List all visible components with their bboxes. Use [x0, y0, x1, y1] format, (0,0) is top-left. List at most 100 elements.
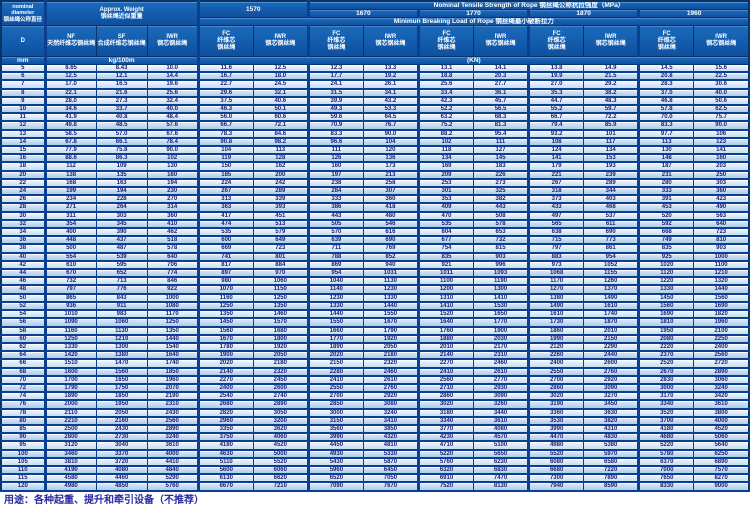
breaking-load-cell: 111	[473, 137, 530, 148]
breaking-load-cell: 253	[416, 178, 475, 189]
breaking-load-cell: 62.5	[693, 105, 750, 115]
diameter-cell: 74	[0, 392, 46, 402]
table-row: 90 2800 2730 3240 3750 4060 3990 4320 4230 4570 44…	[0, 433, 750, 443]
breaking-load-cell: 443	[473, 203, 530, 213]
breaking-load-cell: 4680	[637, 433, 695, 443]
table-header: nominal diameter 钢丝绳公称直径 Approx. Weight …	[0, 0, 750, 65]
breaking-load-cell: 6680	[527, 465, 585, 476]
breaking-load-cell: 2920	[362, 392, 419, 402]
core-header-line: IWR	[604, 34, 617, 40]
breaking-load-cell: 4320	[362, 433, 419, 443]
breaking-load-cell: 75.2	[416, 121, 475, 131]
breaking-load-cell: 1550	[362, 310, 419, 320]
breaking-load-cell: 83.3	[637, 121, 695, 131]
diameter-cell: 28	[0, 203, 46, 213]
table-row: 78 2110 2050 2430 2820 3050 3000 3240 3180 3440 33…	[0, 408, 750, 418]
breaking-load-cell: 123	[693, 137, 750, 148]
breaking-load-cell: 1560	[637, 301, 695, 312]
weight-title-en: Approx. Weight	[99, 6, 144, 13]
breaking-load-cell: 5650	[473, 449, 530, 459]
core-header-line: 钢丝绳	[437, 44, 456, 51]
breaking-load-cell: 1380	[527, 293, 585, 303]
breaking-load-cell: 344	[583, 187, 640, 197]
breaking-load-cell: 2820	[196, 408, 254, 418]
diameter-cell: 54	[0, 310, 46, 320]
breaking-load-cell: 40.0	[693, 88, 750, 98]
weight-cell: 400	[43, 228, 97, 238]
breaking-load-cell: 5220	[416, 449, 475, 459]
breaking-load-cell: 2320	[362, 359, 419, 369]
core-header-line: 纤维芯	[657, 37, 676, 44]
weight-cell: 3040	[95, 441, 148, 451]
weight-cell: 554	[43, 252, 97, 262]
breaking-load-cell: 861	[583, 244, 640, 254]
breaking-load-cell: 433	[527, 203, 585, 213]
breaking-load-cell: 7520	[416, 482, 475, 492]
breaking-load-cell: 284	[306, 187, 364, 197]
breaking-load-cell: 258	[362, 178, 419, 189]
table-row: 14 67.8 66.1 78.4 90.8 98.2 96.6 104 102 111 108 11…	[0, 137, 750, 148]
breaking-load-cell: 72.1	[252, 121, 309, 131]
diameter-cell: 60	[0, 334, 46, 344]
breaking-load-cell: 1060	[252, 277, 309, 287]
weight-cell: 16.5	[95, 80, 148, 90]
breaking-load-cell: 393	[252, 203, 309, 213]
table-row: 5 8.65 8.43 10.0 11.6 12.5 12.3 13.3 13.1 14.1 13.…	[0, 64, 750, 74]
breaking-load-cell: 669	[196, 244, 254, 254]
breaking-load-cell: 852	[362, 252, 419, 262]
breaking-load-cell: 2400	[196, 383, 254, 394]
breaking-load-cell: 2700	[527, 375, 585, 385]
weight-cell: 1300	[95, 342, 148, 353]
weight-cell: 3240	[146, 433, 199, 443]
breaking-load-cell: 2080	[637, 334, 695, 344]
breaking-load-cell: 5600	[196, 465, 254, 476]
breaking-load-cell: 153	[583, 154, 640, 164]
breaking-load-cell: 373	[527, 195, 585, 205]
load-unit-header: (KN)	[196, 56, 750, 65]
breaking-load-cell: 801	[252, 252, 309, 262]
breaking-load-cell: 1440	[693, 285, 750, 295]
breaking-load-cell: 1950	[637, 326, 695, 336]
breaking-load-cell: 810	[693, 236, 750, 246]
breaking-load-cell: 1520	[416, 310, 475, 320]
breaking-load-cell: 3240	[362, 408, 419, 418]
breaking-load-cell: 1890	[306, 342, 364, 353]
breaking-load-cell: 884	[252, 260, 309, 271]
weight-cell: 58.5	[43, 129, 97, 139]
breaking-load-cell: 20.8	[637, 72, 695, 82]
breaking-load-cell: 38.2	[583, 88, 640, 98]
breaking-load-cell: 3340	[637, 400, 695, 410]
breaking-load-cell: 4520	[252, 441, 309, 451]
strength-1770-header: 1770	[416, 9, 530, 18]
breaking-load-cell: 2830	[637, 375, 695, 385]
breaking-load-cell: 6450	[362, 465, 419, 476]
breaking-load-cell: 6250	[693, 449, 750, 459]
breaking-load-cell: 2720	[693, 359, 750, 369]
weight-cell: 33.7	[95, 105, 148, 115]
breaking-load-cell: 130	[637, 146, 695, 156]
breaking-load-cell: 78.3	[196, 129, 254, 139]
breaking-load-cell: 835	[637, 244, 695, 254]
table-row: 18 112 109 130 150 162 160 173 169 183 179 193 187 20…	[0, 162, 750, 172]
breaking-load-cell: 6230	[473, 457, 530, 467]
breaking-load-cell: 27.7	[473, 80, 530, 90]
breaking-load-cell: 1100	[416, 277, 475, 287]
breaking-load-cell: 4000	[693, 416, 750, 426]
breaking-load-cell: 535	[416, 219, 475, 230]
breaking-load-cell: 741	[196, 252, 254, 262]
weight-cell: 27.3	[95, 96, 148, 107]
breaking-load-cell: 2890	[252, 400, 309, 410]
breaking-load-cell: 1560	[196, 326, 254, 336]
breaking-load-cell: 59.6	[306, 113, 364, 123]
breaking-load-cell: 1350	[196, 310, 254, 320]
weight-col-zh: 合成纤维芯钢丝绳	[97, 41, 146, 47]
breaking-load-cell: 56.0	[196, 113, 254, 123]
breaking-load-cell: 565	[527, 219, 585, 230]
breaking-load-cell: 1155	[583, 269, 640, 279]
breaking-load-cell: 1052	[583, 260, 640, 271]
breaking-load-cell: 360	[693, 187, 750, 197]
breaking-load-cell: 1230	[306, 293, 364, 303]
breaking-load-cell: 3990	[306, 433, 364, 443]
weight-cell: 2310	[146, 400, 199, 410]
breaking-load-cell: 18.8	[416, 72, 475, 82]
